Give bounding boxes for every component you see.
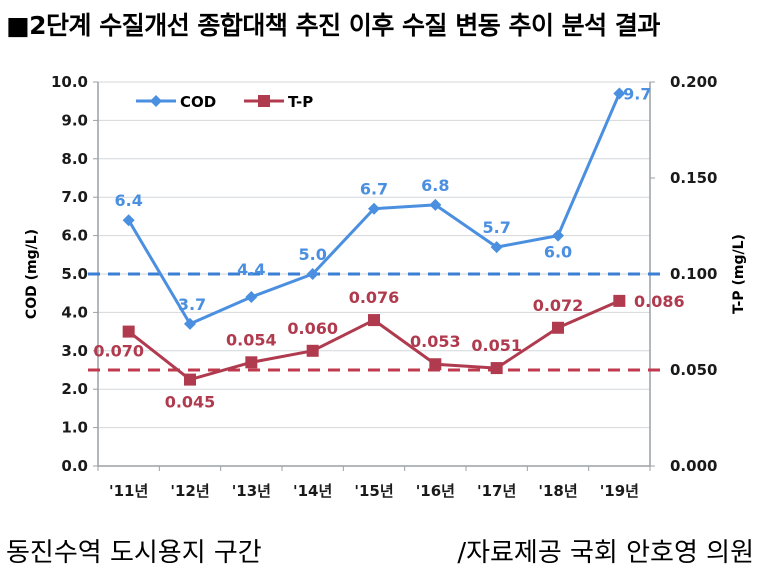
- y-tick-label-left: 9.0: [61, 111, 88, 129]
- x-tick-label: '19년: [600, 482, 639, 500]
- data-point-cod: [245, 291, 258, 304]
- y-tick-label-left: 6.0: [61, 227, 88, 245]
- legend-label-cod: COD: [180, 93, 216, 111]
- data-point-tp: [429, 358, 442, 371]
- y-tick-label-left: 8.0: [61, 150, 88, 168]
- footer-source: /자료제공 국회 안호영 의원: [457, 538, 754, 568]
- y-tick-label-left: 5.0: [61, 265, 88, 283]
- data-label-tp: 0.045: [165, 393, 216, 412]
- y-tick-label-right: 0.200: [670, 73, 717, 91]
- x-tick-label: '12년: [170, 482, 209, 500]
- y-tick-label-left: 4.0: [61, 303, 88, 321]
- legend-label-tp: T-P: [288, 93, 313, 111]
- data-point-tp: [306, 344, 319, 357]
- data-label-cod: 6.0: [544, 243, 572, 262]
- data-label-tp: 0.053: [410, 332, 461, 351]
- reference-lines: [88, 272, 662, 372]
- y-tick-label-left: 7.0: [61, 188, 88, 206]
- x-tick-label: '17년: [477, 482, 516, 500]
- x-tick-label: '18년: [538, 482, 577, 500]
- data-point-tp: [184, 373, 196, 386]
- data-point-tp: [613, 294, 626, 307]
- data-label-cod: 6.7: [360, 180, 388, 199]
- y-tick-label-left: 3.0: [61, 342, 88, 360]
- y-tick-label-left: 0.0: [61, 457, 88, 475]
- grid-lines: [98, 81, 650, 429]
- legend: COD T-P: [136, 93, 313, 111]
- data-point-cod: [122, 214, 135, 227]
- y-axis-left-title: COD (mg/L): [24, 229, 40, 319]
- data-label-tp: 0.070: [93, 342, 144, 361]
- x-tick-label: '13년: [232, 482, 271, 500]
- legend-item-tp: T-P: [244, 93, 313, 111]
- data-label-tp: 0.086: [634, 292, 685, 311]
- data-label-cod: 6.4: [114, 191, 142, 210]
- data-label-tp: 0.060: [287, 319, 338, 338]
- data-point-cod: [490, 241, 503, 254]
- y-tick-label-right: 0.100: [670, 265, 717, 283]
- data-label-tp: 0.076: [349, 288, 400, 307]
- legend-item-cod: COD: [136, 93, 216, 111]
- page-title: ■2단계 수질개선 종합대책 추진 이후 수질 변동 추이 분석 결과: [6, 11, 660, 40]
- y-tick-label-right: 0.150: [670, 169, 717, 187]
- y-tick-label-left: 10.0: [51, 73, 88, 91]
- data-point-cod: [429, 198, 442, 211]
- series-layer: [122, 87, 626, 386]
- data-label-tp: 0.051: [471, 336, 522, 355]
- data-point-cod: [368, 202, 380, 215]
- x-tick-label: '16년: [416, 482, 455, 500]
- y-tick-label-right: 0.050: [670, 361, 717, 379]
- y-tick-label-right: 0.000: [670, 457, 717, 475]
- data-point-tp: [490, 362, 503, 375]
- data-point-cod: [306, 268, 319, 280]
- data-point-cod: [184, 317, 196, 330]
- y-tick-label-left: 1.0: [61, 419, 88, 437]
- data-label-tp: 0.054: [226, 330, 277, 349]
- data-point-cod: [552, 229, 564, 242]
- data-label-cod: 5.7: [482, 218, 510, 237]
- x-tick-label: '11년: [109, 482, 148, 500]
- data-labels: 6.4 3.7 4.4 5.0 6.7 6.8 5.7 6.0 9.7 0.070 0.045 0.0…: [93, 85, 684, 412]
- data-point-tp: [245, 356, 258, 369]
- x-tick-label: '14년: [293, 482, 332, 500]
- y-ticks-left: 0.0 1.0 2.0 3.0 4.0 5.0 6.0 7.0 8.0 9.0 10.0: [51, 73, 98, 475]
- data-label-cod: 4.4: [237, 260, 265, 279]
- data-point-cod: [613, 87, 626, 100]
- data-label-cod: 3.7: [178, 295, 206, 314]
- data-label-tp: 0.072: [533, 296, 584, 315]
- y-ticks-right: 0.000 0.050 0.100 0.150 0.200: [650, 73, 717, 475]
- x-ticks: '11년 '12년 '13년 '14년 '15년 '16년 '17년 '18년 '19년: [97, 466, 651, 500]
- y-axis-right-title: T-P (mg/L): [731, 234, 747, 314]
- footer-location: 동진수역 도시용지 구간: [6, 538, 262, 568]
- data-point-tp: [552, 321, 564, 334]
- data-label-cod: 9.7: [623, 85, 651, 104]
- legend-marker-tp: [258, 95, 270, 107]
- data-label-cod: 5.0: [298, 245, 326, 264]
- y-tick-label-left: 2.0: [61, 380, 88, 398]
- legend-marker-cod: [150, 95, 162, 107]
- x-tick-label: '15년: [354, 482, 393, 500]
- data-point-tp: [122, 325, 135, 338]
- data-point-tp: [368, 314, 380, 327]
- data-label-cod: 6.8: [421, 176, 449, 195]
